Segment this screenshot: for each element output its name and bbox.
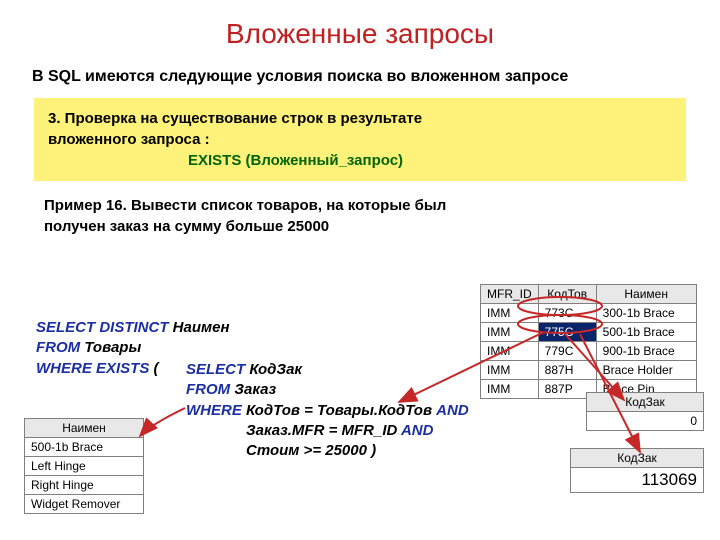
table-kodzak1: КодЗак0 xyxy=(586,392,704,431)
kw-and2: AND xyxy=(401,422,434,439)
kw-from-inner: FROM xyxy=(186,381,230,398)
kw-select-distinct: SELECT DISTINCT xyxy=(36,319,169,336)
outer-q-l3: ( xyxy=(149,360,158,377)
table-result: Наимен500-1b BraceLeft HingeRight HingeW… xyxy=(24,418,144,514)
inner-q-l1: КодЗак xyxy=(245,361,302,378)
table-main-header: КодТов xyxy=(538,285,596,304)
kw-select: SELECT xyxy=(186,361,245,378)
table-row: IMM775C500-1b Brace xyxy=(481,323,697,342)
table-main-header: Наимен xyxy=(596,285,696,304)
table-row: IMM887HBrace Holder xyxy=(481,361,697,380)
table-row: IMM779C900-1b Brace xyxy=(481,342,697,361)
slide-title: Вложенные запросы xyxy=(0,0,720,50)
table-main-header: MFR_ID xyxy=(481,285,539,304)
example-line1: Пример 16. Вывести список товаров, на ко… xyxy=(44,195,720,216)
table-row: 0 xyxy=(587,412,704,431)
table-row: IMM773C300-1b Brace xyxy=(481,304,697,323)
exists-keyword: EXISTS (Вложенный_запрос) xyxy=(188,152,403,169)
inner-q-l5: Стоим >= 25000 ) xyxy=(246,442,376,459)
kodzak-header: КодЗак xyxy=(571,449,704,468)
example-line2: получен заказ на сумму больше 25000 xyxy=(44,216,720,237)
kw-and1: AND xyxy=(436,402,469,419)
table-row: Right Hinge xyxy=(25,476,144,495)
highlight-line1: 3. Проверка на существование строк в рез… xyxy=(48,108,672,129)
outer-q-l1: Наимен xyxy=(169,319,230,336)
table-row: 500-1b Brace xyxy=(25,438,144,457)
outer-q-l2: Товары xyxy=(80,339,141,356)
inner-q-l4: Заказ.MFR = MFR_ID xyxy=(246,422,401,439)
inner-query: SELECT КодЗак FROM Заказ WHERE КодТов = … xyxy=(186,360,469,461)
table-row: Left Hinge xyxy=(25,457,144,476)
highlight-box: 3. Проверка на существование строк в рез… xyxy=(34,98,686,181)
highlight-line2: вложенного запроса : xyxy=(48,129,672,150)
table-kodzak2: КодЗак113069 xyxy=(570,448,704,493)
kodzak-header: КодЗак xyxy=(587,393,704,412)
table-main: MFR_IDКодТовНаименIMM773C300-1b BraceIMM… xyxy=(480,284,697,399)
table-row: Widget Remover xyxy=(25,495,144,514)
table-row: 113069 xyxy=(571,468,704,493)
kw-where-exists: WHERE EXISTS xyxy=(36,360,149,377)
example-text: Пример 16. Вывести список товаров, на ко… xyxy=(0,181,720,237)
inner-q-l3a: КодТов = Товары.КодТов xyxy=(242,402,436,419)
inner-q-l2: Заказ xyxy=(230,381,276,398)
kw-from: FROM xyxy=(36,339,80,356)
kw-where-inner: WHERE xyxy=(186,402,242,419)
table-result-header: Наимен xyxy=(25,419,144,438)
slide-subtitle: В SQL имеются следующие условия поиска в… xyxy=(0,50,720,98)
